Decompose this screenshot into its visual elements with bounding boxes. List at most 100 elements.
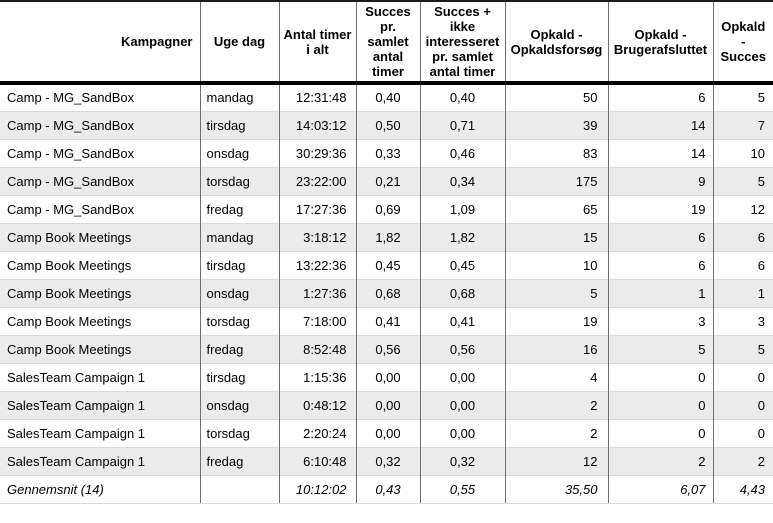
cell-succes-pr-samlet-antal-timer: 0,41 xyxy=(355,306,420,335)
cell-opkald-brugerafsluttet: 6,07 xyxy=(607,474,713,504)
cell-antal-timer-i-alt: 0:48:12 xyxy=(278,390,356,419)
cell-opkald-opkaldsforsoeg: 19 xyxy=(504,306,608,335)
cell-opkald-succes: 5 xyxy=(712,334,773,363)
table-row: SalesTeam Campaign 1 fredag 6:10:48 0,32 0,3… xyxy=(0,446,773,475)
cell-opkald-opkaldsforsoeg: 5 xyxy=(504,278,608,307)
cell-opkald-succes: 6 xyxy=(712,222,773,251)
table-row: Camp - MG_SandBox mandag 12:31:48 0,40 0,40 5… xyxy=(0,82,773,111)
cell-succes-pr-samlet-antal-timer: 0,69 xyxy=(355,194,420,223)
cell-opkald-opkaldsforsoeg: 175 xyxy=(504,166,608,195)
cell-opkald-brugerafsluttet: 1 xyxy=(607,278,713,307)
cell-uge-dag: tirsdag xyxy=(199,362,279,391)
table-row: Camp - MG_SandBox onsdag 30:29:36 0,33 0,46 8… xyxy=(0,138,773,167)
table-body: Camp - MG_SandBox mandag 12:31:48 0,40 0,40 5… xyxy=(0,82,773,504)
cell-opkald-succes: 0 xyxy=(712,362,773,391)
column-header-opkald-brugerafsluttet: Opkald - Brugerafsluttet xyxy=(607,1,713,85)
cell-uge-dag xyxy=(199,474,279,504)
cell-antal-timer-i-alt: 10:12:02 xyxy=(278,474,356,504)
cell-kampagner: SalesTeam Campaign 1 xyxy=(0,418,200,447)
cell-uge-dag: mandag xyxy=(199,82,279,111)
cell-opkald-brugerafsluttet: 6 xyxy=(607,82,713,111)
cell-succes-ikke-interesseret-pr-samlet-antal-timer: 1,09 xyxy=(419,194,505,223)
table-row: Camp - MG_SandBox fredag 17:27:36 0,69 1,09 6… xyxy=(0,194,773,223)
cell-antal-timer-i-alt: 13:22:36 xyxy=(278,250,356,279)
cell-opkald-succes: 3 xyxy=(712,306,773,335)
cell-opkald-succes: 10 xyxy=(712,138,773,167)
cell-opkald-succes: 12 xyxy=(712,194,773,223)
cell-opkald-succes: 0 xyxy=(712,418,773,447)
cell-kampagner: Camp Book Meetings xyxy=(0,306,200,335)
cell-kampagner: Camp - MG_SandBox xyxy=(0,194,200,223)
cell-kampagner: Camp - MG_SandBox xyxy=(0,138,200,167)
cell-uge-dag: torsdag xyxy=(199,306,279,335)
column-header-kampagner: Kampagner xyxy=(0,1,200,85)
table-row: Camp Book Meetings onsdag 1:27:36 0,68 0,68 5… xyxy=(0,278,773,307)
table-row: SalesTeam Campaign 1 onsdag 0:48:12 0,00 0,0… xyxy=(0,390,773,419)
table-row: Camp - MG_SandBox tirsdag 14:03:12 0,50 0,71… xyxy=(0,110,773,139)
cell-uge-dag: onsdag xyxy=(199,390,279,419)
cell-succes-ikke-interesseret-pr-samlet-antal-timer: 0,00 xyxy=(419,418,505,447)
cell-opkald-brugerafsluttet: 19 xyxy=(607,194,713,223)
column-header-succes-ikke-interesseret: Succes + ikke interesseret pr. samlet an… xyxy=(419,1,505,85)
cell-opkald-brugerafsluttet: 9 xyxy=(607,166,713,195)
cell-opkald-brugerafsluttet: 14 xyxy=(607,110,713,139)
cell-succes-ikke-interesseret-pr-samlet-antal-timer: 0,56 xyxy=(419,334,505,363)
table-row: Camp Book Meetings tirsdag 13:22:36 0,45 0,4… xyxy=(0,250,773,279)
campaign-stats-table: Kampagner Uge dag Antal timer i alt Succ… xyxy=(0,0,773,504)
cell-kampagner: SalesTeam Campaign 1 xyxy=(0,390,200,419)
cell-succes-pr-samlet-antal-timer: 0,68 xyxy=(355,278,420,307)
cell-antal-timer-i-alt: 8:52:48 xyxy=(278,334,356,363)
cell-succes-pr-samlet-antal-timer: 0,00 xyxy=(355,418,420,447)
cell-opkald-succes: 5 xyxy=(712,166,773,195)
cell-kampagner: Camp Book Meetings xyxy=(0,278,200,307)
cell-opkald-brugerafsluttet: 6 xyxy=(607,250,713,279)
cell-antal-timer-i-alt: 3:18:12 xyxy=(278,222,356,251)
cell-uge-dag: tirsdag xyxy=(199,250,279,279)
cell-uge-dag: fredag xyxy=(199,446,279,475)
cell-opkald-brugerafsluttet: 0 xyxy=(607,362,713,391)
cell-opkald-brugerafsluttet: 2 xyxy=(607,446,713,475)
cell-antal-timer-i-alt: 12:31:48 xyxy=(278,82,356,111)
cell-opkald-opkaldsforsoeg: 10 xyxy=(504,250,608,279)
cell-antal-timer-i-alt: 7:18:00 xyxy=(278,306,356,335)
cell-opkald-opkaldsforsoeg: 15 xyxy=(504,222,608,251)
cell-succes-ikke-interesseret-pr-samlet-antal-timer: 1,82 xyxy=(419,222,505,251)
cell-antal-timer-i-alt: 6:10:48 xyxy=(278,446,356,475)
cell-kampagner: Gennemsnit (14) xyxy=(0,474,200,504)
cell-succes-pr-samlet-antal-timer: 0,00 xyxy=(355,362,420,391)
cell-uge-dag: onsdag xyxy=(199,278,279,307)
column-header-opkald-opkaldsforsoeg: Opkald - Opkaldsforsøg xyxy=(504,1,608,85)
column-header-uge-dag: Uge dag xyxy=(199,1,279,85)
cell-succes-ikke-interesseret-pr-samlet-antal-timer: 0,46 xyxy=(419,138,505,167)
cell-opkald-opkaldsforsoeg: 4 xyxy=(504,362,608,391)
cell-succes-pr-samlet-antal-timer: 0,56 xyxy=(355,334,420,363)
cell-opkald-opkaldsforsoeg: 35,50 xyxy=(504,474,608,504)
cell-opkald-succes: 5 xyxy=(712,82,773,111)
table-row: SalesTeam Campaign 1 tirsdag 1:15:36 0,00 0,… xyxy=(0,362,773,391)
cell-succes-ikke-interesseret-pr-samlet-antal-timer: 0,68 xyxy=(419,278,505,307)
cell-kampagner: Camp Book Meetings xyxy=(0,334,200,363)
cell-opkald-brugerafsluttet: 0 xyxy=(607,418,713,447)
cell-antal-timer-i-alt: 1:15:36 xyxy=(278,362,356,391)
cell-kampagner: Camp - MG_SandBox xyxy=(0,82,200,111)
cell-opkald-succes: 2 xyxy=(712,446,773,475)
cell-opkald-opkaldsforsoeg: 12 xyxy=(504,446,608,475)
cell-succes-pr-samlet-antal-timer: 0,33 xyxy=(355,138,420,167)
cell-opkald-opkaldsforsoeg: 16 xyxy=(504,334,608,363)
cell-succes-pr-samlet-antal-timer: 0,45 xyxy=(355,250,420,279)
cell-opkald-succes: 6 xyxy=(712,250,773,279)
cell-kampagner: SalesTeam Campaign 1 xyxy=(0,446,200,475)
cell-uge-dag: fredag xyxy=(199,194,279,223)
cell-succes-ikke-interesseret-pr-samlet-antal-timer: 0,45 xyxy=(419,250,505,279)
cell-kampagner: Camp - MG_SandBox xyxy=(0,110,200,139)
cell-opkald-opkaldsforsoeg: 83 xyxy=(504,138,608,167)
cell-uge-dag: mandag xyxy=(199,222,279,251)
cell-uge-dag: fredag xyxy=(199,334,279,363)
cell-kampagner: SalesTeam Campaign 1 xyxy=(0,362,200,391)
cell-antal-timer-i-alt: 23:22:00 xyxy=(278,166,356,195)
cell-antal-timer-i-alt: 14:03:12 xyxy=(278,110,356,139)
cell-succes-pr-samlet-antal-timer: 0,00 xyxy=(355,390,420,419)
column-header-opkald-succes: Opkald - Succes xyxy=(712,1,773,85)
cell-uge-dag: torsdag xyxy=(199,418,279,447)
cell-kampagner: Camp Book Meetings xyxy=(0,250,200,279)
